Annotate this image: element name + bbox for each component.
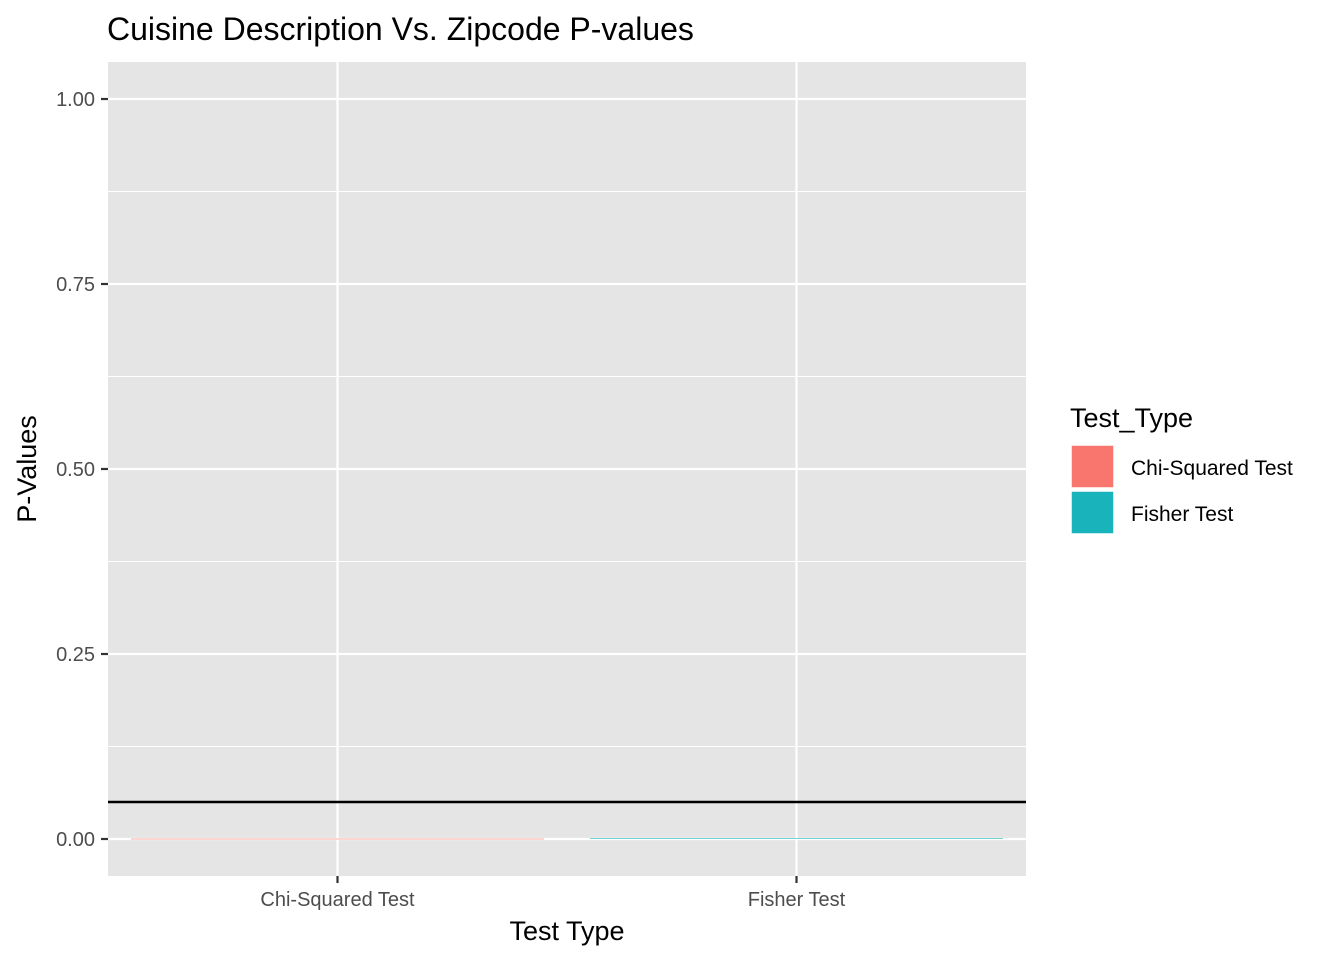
bar: [589, 838, 1004, 839]
y-tick-label: 0.75: [56, 274, 95, 296]
chart-title: Cuisine Description Vs. Zipcode P-values: [107, 11, 694, 47]
legend-swatch: [1070, 444, 1115, 489]
legend-label: Fisher Test: [1131, 503, 1233, 526]
bars: [130, 838, 1004, 840]
bar: [130, 838, 545, 840]
legend-entries: Chi-Squared Test Fisher Test: [1070, 444, 1293, 535]
legend-title: Test_Type: [1070, 403, 1193, 433]
y-tick-label: 1.00: [56, 89, 95, 111]
x-tick-label: Chi-Squared Test: [260, 889, 415, 911]
y-axis: 0.00 0.25 0.50 0.75 1.00: [56, 89, 108, 851]
y-axis-title: P-Values: [12, 415, 42, 523]
x-tick-label: Fisher Test: [748, 889, 846, 911]
x-axis: Chi-Squared Test Fisher Test: [260, 876, 846, 911]
legend-label: Chi-Squared Test: [1131, 457, 1293, 480]
x-axis-title: Test Type: [509, 916, 624, 946]
y-tick-label: 0.50: [56, 459, 95, 481]
y-tick-label: 0.00: [56, 829, 95, 851]
legend-swatch: [1070, 490, 1115, 535]
minor-gridlines: [108, 190, 1026, 748]
y-tick-label: 0.25: [56, 644, 95, 666]
legend: Test_Type Chi-Squared Test Fisher Test: [1070, 403, 1293, 535]
major-gridlines: [108, 62, 1026, 876]
